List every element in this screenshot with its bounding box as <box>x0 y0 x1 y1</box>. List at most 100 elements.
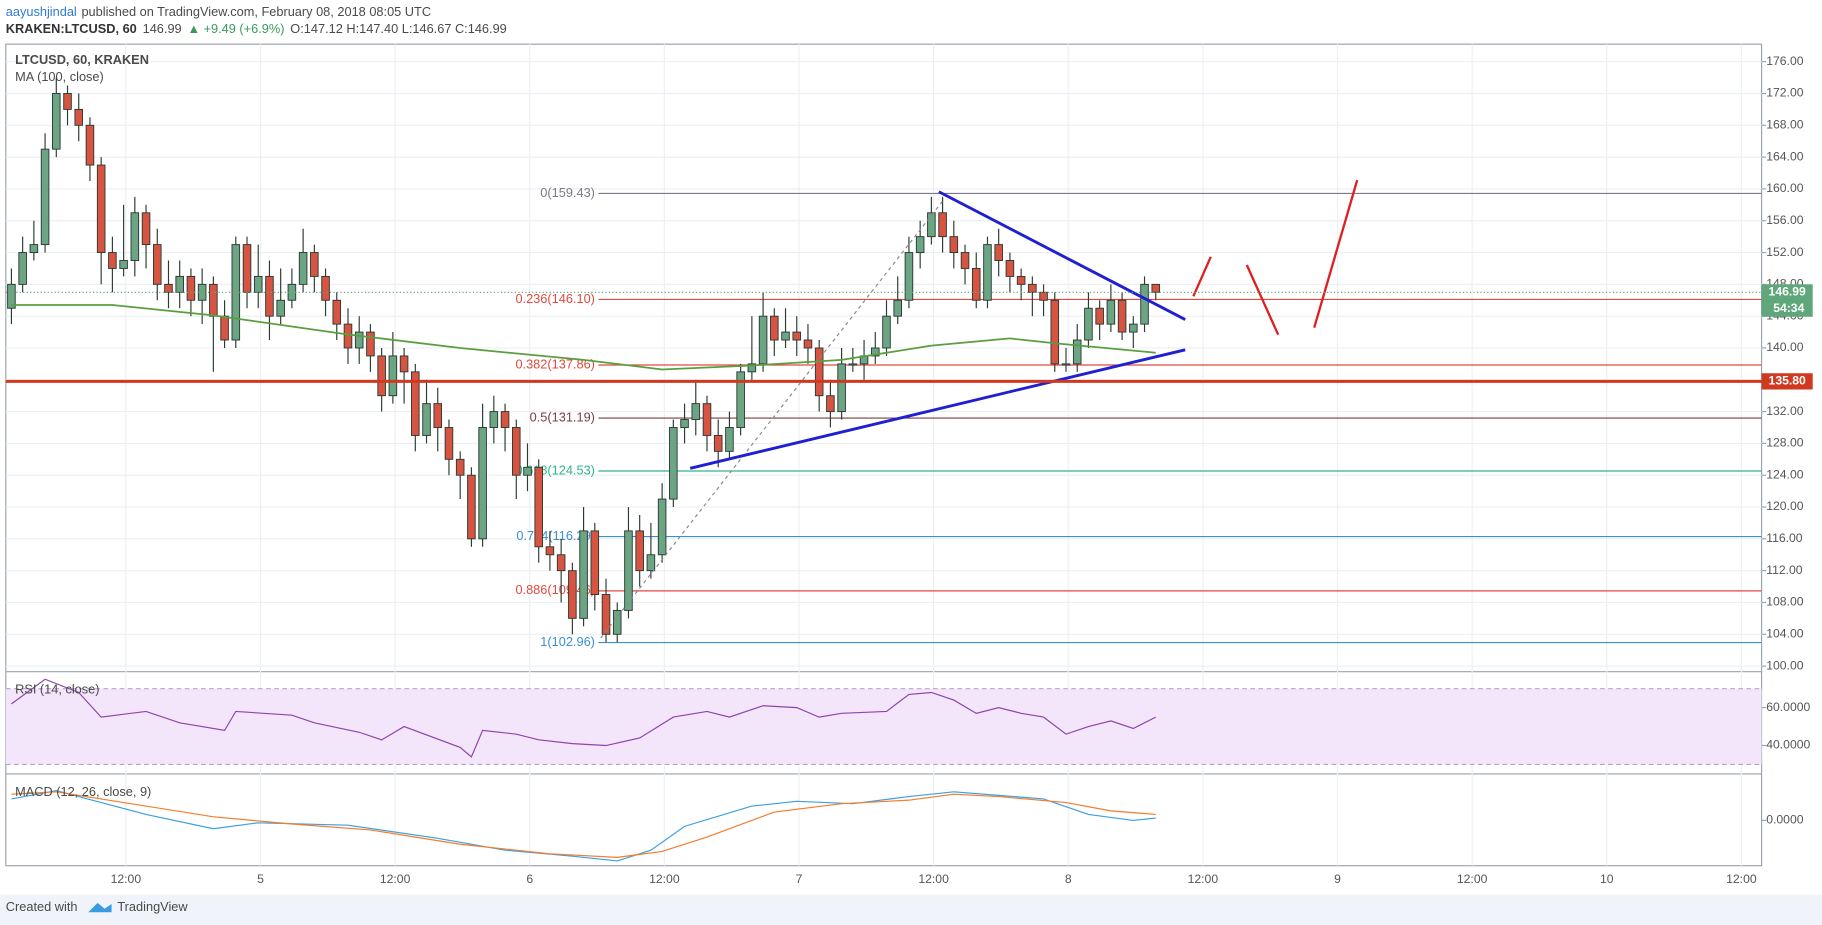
candle-body <box>680 419 689 428</box>
y-tick-label: 120.00 <box>1766 499 1803 513</box>
footer-brand[interactable]: TradingView <box>117 899 188 914</box>
y-tick-label: 104.00 <box>1766 626 1803 640</box>
candle-body <box>601 594 611 635</box>
x-tick-label: 9 <box>1334 872 1341 886</box>
candle-body <box>915 236 925 254</box>
rsi-tick-label: 60.0000 <box>1766 700 1810 714</box>
candle-body <box>388 355 398 397</box>
x-tick-label: 10 <box>1600 872 1614 886</box>
logo <box>88 902 112 913</box>
y-tick-label: 112.00 <box>1766 563 1803 577</box>
resistance-trendline <box>938 190 1186 321</box>
candle-body <box>444 427 454 460</box>
candle-body <box>467 474 476 540</box>
x-tick-label: 8 <box>1065 872 1072 886</box>
header-line-2: KRAKEN:LTCUSD, 60 146.99 ▲ +9.49 (+6.9%) O:1… <box>6 22 507 37</box>
candle-body <box>669 427 678 500</box>
candle-body <box>556 554 566 572</box>
y-tick-label: 100.00 <box>1766 658 1803 672</box>
fib-label: 0.382(137.86) <box>515 356 594 371</box>
candle-body <box>74 108 84 126</box>
y-tick-label: 176.00 <box>1766 54 1803 68</box>
indicator-label: MA (100, close) <box>15 69 104 84</box>
candle-body <box>579 530 588 619</box>
candle-body <box>108 252 117 269</box>
projection-line <box>1313 179 1359 329</box>
candle-body <box>1028 283 1037 293</box>
projection-line <box>1245 264 1280 336</box>
candle-body <box>298 252 308 285</box>
price-line-label: 135.80 <box>1769 374 1806 388</box>
candle-body <box>826 395 835 413</box>
y-tick-label: 152.00 <box>1766 245 1803 259</box>
candle-body <box>265 275 274 317</box>
candle-body <box>646 554 656 572</box>
candle-body <box>354 331 364 349</box>
candle-body <box>657 498 667 556</box>
rsi-tick-label: 40.0000 <box>1766 738 1810 752</box>
x-tick-label: 5 <box>257 872 264 886</box>
fib-label: 0.5(131.19) <box>530 409 595 424</box>
candle-body <box>276 299 285 317</box>
candle-body <box>343 323 353 349</box>
candle-body <box>209 283 218 317</box>
candle-body <box>478 427 487 540</box>
candle-body <box>1129 323 1138 333</box>
candle-body <box>870 347 880 357</box>
candle-body <box>422 403 431 436</box>
x-tick-label: 12:00 <box>1726 872 1757 886</box>
last-price-tag <box>1761 284 1813 317</box>
x-tick-label: 12:00 <box>1457 872 1488 886</box>
candle-body <box>702 403 712 436</box>
macd-tick-label: 0.0000 <box>1766 813 1803 827</box>
macd-line <box>11 791 1156 858</box>
candle-body <box>186 275 196 301</box>
arrow: ▲ <box>187 22 200 37</box>
candle-body <box>1106 299 1116 325</box>
candle-body <box>545 546 555 556</box>
candle-body <box>119 260 128 269</box>
candle-body <box>893 299 902 317</box>
candle-body <box>971 267 981 301</box>
candle-body <box>85 124 95 166</box>
candle-body <box>781 331 790 341</box>
candle-body <box>500 411 510 428</box>
support-trendline <box>689 348 1186 470</box>
y-tick-label: 128.00 <box>1766 436 1803 450</box>
candle-body <box>1005 260 1015 277</box>
candle-body <box>52 93 61 150</box>
candle-body <box>904 252 914 301</box>
candle-body <box>1084 307 1093 341</box>
y-tick-label: 140.00 <box>1766 340 1803 354</box>
chart-title: LTCUSD, 60, KRAKEN <box>15 52 149 67</box>
rsi-line <box>11 678 1157 758</box>
y-tick-label: 160.00 <box>1766 181 1803 195</box>
candle-body <box>713 434 723 452</box>
candle-body <box>310 252 319 277</box>
candle-body <box>590 530 600 595</box>
candle-body <box>1151 283 1161 293</box>
fib-label: 1(102.96) <box>540 634 595 649</box>
ma-line <box>11 304 1156 371</box>
drawings <box>600 179 1359 639</box>
candle-body <box>837 363 846 413</box>
candle-body <box>803 339 813 349</box>
published: published on TradingView.com, February 0… <box>81 4 431 19</box>
candle-body <box>141 212 151 246</box>
candle-body <box>220 315 229 341</box>
candle-body <box>399 355 409 373</box>
last: 146.99 <box>143 22 182 37</box>
candle-body <box>949 236 959 254</box>
x-tick-label: 12:00 <box>918 872 949 886</box>
candle-body <box>814 347 824 397</box>
author[interactable]: aayushjindal <box>6 4 77 19</box>
candle-body <box>882 315 891 349</box>
fib-label: 0.236(146.10) <box>515 291 594 306</box>
y-tick-label: 108.00 <box>1766 595 1803 609</box>
candle-body <box>18 252 27 285</box>
candle-body <box>635 530 644 572</box>
x-tick-label: 12:00 <box>1188 872 1219 886</box>
projection-line <box>1192 256 1212 297</box>
candle-body <box>1039 291 1048 301</box>
